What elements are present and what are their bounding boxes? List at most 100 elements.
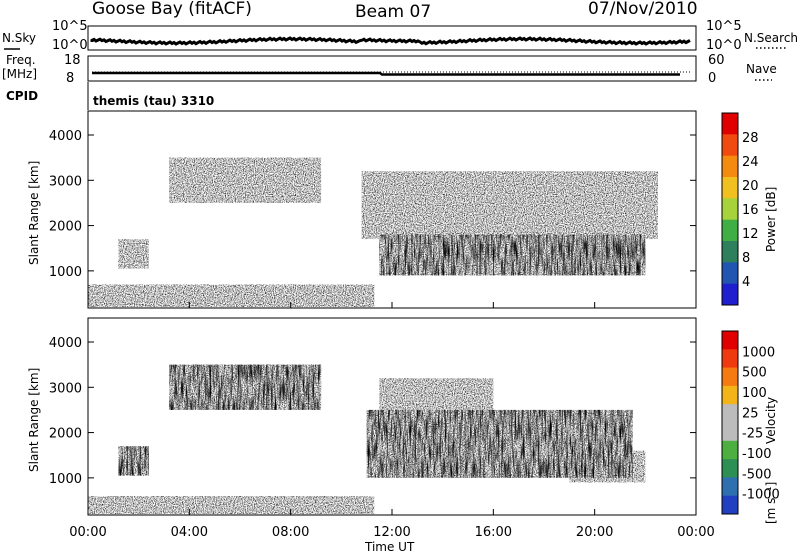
power-colorbar-tick-1: 24 — [742, 155, 759, 170]
xtick-label-1: 04:00 — [171, 525, 208, 540]
velocity-ytick-label-3: 4000 — [49, 336, 82, 351]
velocity-ytick-label-0: 1000 — [49, 472, 82, 487]
power-ylabel: Slant Range [km] — [27, 161, 41, 265]
power-colorbar-tick-6: 4 — [742, 275, 750, 290]
nsky-label: N.Sky — [2, 31, 36, 45]
time-axis-label: Time UT — [364, 540, 415, 554]
velocity-colorbar-label: Velocity — [764, 397, 778, 444]
time-axis: 00:00 04:00 08:00 12:00 16:00 20:00 00:00 — [69, 302, 715, 540]
power-colorbar-tick-5: 8 — [742, 251, 750, 266]
velocity-colorbar-tick-1: 500 — [742, 366, 767, 381]
xtick-label-6: 00:00 — [677, 525, 714, 540]
power-colorbar-swatch-6 — [722, 241, 738, 263]
power-colorbar-tick-3: 16 — [742, 203, 759, 218]
date-title: 07/Nov/2010 — [588, 0, 698, 19]
velocity-panel: 1000 2000 3000 4000 Slant Range [km] — [27, 317, 697, 516]
xtick-label-5: 20:00 — [576, 525, 613, 540]
power-y-ticks: 1000 2000 3000 4000 — [49, 129, 696, 280]
cpid-label: CPID — [6, 89, 38, 103]
cpid-row: CPID themis (tau) 3310 — [6, 82, 214, 110]
power-colorbar-swatch-1 — [722, 134, 738, 157]
freq-frame — [87, 55, 697, 82]
velocity-y-ticks: 1000 2000 3000 4000 — [49, 336, 696, 487]
velocity-ytick-label-2: 3000 — [49, 381, 82, 396]
freq-tick-low: 8 — [66, 71, 74, 86]
freq-tick-high: 18 — [64, 53, 81, 68]
power-colorbar-swatch-3 — [722, 177, 738, 199]
nsearch-tick-high: 10^5 — [706, 19, 742, 34]
power-colorbar-swatch-2 — [722, 155, 738, 178]
velocity-streaks — [118, 364, 633, 478]
xtick-label-0: 00:00 — [69, 525, 106, 540]
heatmap-region-0 — [118, 239, 149, 269]
velocity-colorbar-swatch-8 — [722, 477, 738, 497]
velocity-colorbar-tick-0: 1000 — [742, 345, 775, 360]
power-ytick-label-3: 4000 — [49, 129, 82, 144]
cpid-value: themis (tau) 3310 — [93, 94, 214, 108]
velocity-colorbar-frame — [721, 330, 739, 515]
velocity-colorbar-tick-7: -1000 — [742, 488, 780, 503]
power-colorbar-tick-0: 28 — [742, 131, 759, 146]
power-panel: 1000 2000 3000 4000 Slant Range [km] — [27, 110, 697, 309]
station-title: Goose Bay (fitACF) — [92, 0, 252, 19]
velocity-colorbar: 1000 500 100 25 -25 -100 -500 -1000 — [721, 330, 780, 515]
velocity-ytick-label-1: 2000 — [49, 427, 82, 442]
nsky-strip: N.Sky 10^5 10^0 N.Search 10^5 10^0 — [2, 19, 798, 53]
heatmap-region-4 — [379, 378, 494, 410]
power-colorbar-swatch-0 — [722, 113, 738, 135]
power-colorbar-label: Power [dB] — [764, 187, 778, 252]
velocity-colorbar-swatch-1 — [722, 349, 738, 369]
velocity-colorbar-tick-3: 25 — [742, 406, 759, 421]
velocity-colorbar-swatch-5 — [722, 422, 738, 442]
velocity-colorbar-swatch-7 — [722, 459, 738, 478]
nsky-tick-low: 10^0 — [52, 38, 88, 53]
velocity-colorbar-tick-6: -500 — [742, 467, 772, 482]
nsearch-tick-low: 10^0 — [706, 38, 742, 53]
power-scatter — [88, 157, 658, 308]
nave-tick-low: 0 — [708, 71, 716, 86]
power-ytick-label-2: 3000 — [49, 174, 82, 189]
velocity-colorbar-swatch-4 — [722, 404, 738, 423]
nsky-trace — [90, 36, 691, 46]
nsearch-label: N.Search — [744, 31, 798, 45]
power-colorbar-swatch-7 — [722, 262, 738, 285]
power-colorbar-frame — [721, 112, 739, 306]
freq-label: Freq. — [6, 53, 36, 67]
xtick-label-3: 12:00 — [373, 525, 410, 540]
power-colorbar: 28 24 20 16 12 8 4 — [721, 112, 759, 306]
velocity-colorbar-unit: [m s⁻¹] — [764, 482, 778, 524]
velocity-colorbar-tick-4: -25 — [742, 427, 763, 442]
velocity-colorbar-swatch-0 — [722, 331, 738, 350]
power-colorbar-tick-4: 12 — [742, 227, 759, 242]
heatmap-region-2 — [88, 496, 375, 515]
power-colorbar-tick-2: 20 — [742, 179, 759, 194]
nsky-tick-high: 10^5 — [52, 19, 88, 34]
power-ytick-label-1: 2000 — [49, 220, 82, 235]
heatmap-region-3 — [361, 171, 658, 240]
heatmap-region-2 — [88, 284, 375, 308]
streak-overlay-0 — [118, 446, 149, 476]
nsky-frame — [87, 25, 697, 51]
power-colorbar-swatch-5 — [722, 219, 738, 242]
velocity-colorbar-tick-5: -100 — [742, 447, 772, 462]
velocity-colorbar-swatch-2 — [722, 367, 738, 387]
nave-tick-high: 60 — [708, 53, 725, 68]
beam-title: Beam 07 — [355, 2, 431, 22]
nave-label: Nave — [746, 62, 777, 76]
velocity-ylabel: Slant Range [km] — [27, 368, 41, 472]
power-colorbar-swatch-4 — [722, 198, 738, 221]
streak-overlay-3 — [366, 409, 633, 478]
power-colorbar-swatch-8 — [722, 283, 738, 306]
freq-unit: [MHz] — [2, 67, 37, 81]
power-streaks — [379, 234, 646, 276]
xtick-label-2: 08:00 — [272, 525, 309, 540]
velocity-colorbar-swatch-9 — [722, 495, 738, 515]
streak-overlay-4 — [379, 234, 646, 276]
velocity-colorbar-swatch-6 — [722, 440, 738, 460]
freq-strip: Freq. [MHz] 18 8 Nave 60 0 — [2, 53, 777, 86]
heatmap-region-1 — [169, 157, 322, 203]
freq-trace — [92, 71, 680, 76]
power-ytick-label-0: 1000 — [49, 265, 82, 280]
velocity-colorbar-swatch-3 — [722, 385, 738, 405]
